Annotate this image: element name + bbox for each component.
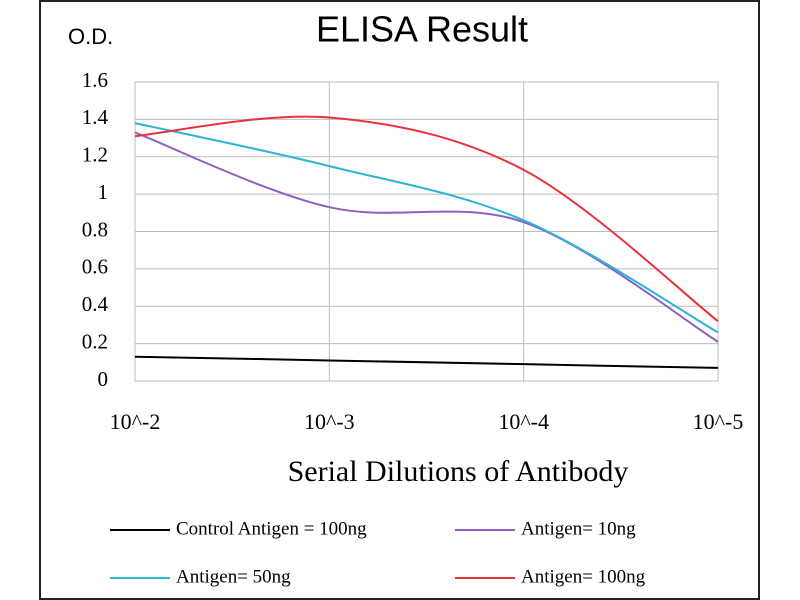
series-line bbox=[134, 122, 719, 334]
series-line bbox=[134, 355, 719, 369]
y-tick-label: 0 bbox=[98, 367, 109, 391]
x-tick-label: 10^-5 bbox=[693, 409, 744, 434]
chart-title: ELISA Result bbox=[316, 9, 528, 50]
x-axis-label: Serial Dilutions of Antibody bbox=[288, 455, 629, 488]
series-line bbox=[134, 131, 719, 343]
series-line bbox=[134, 115, 719, 322]
legend-label: Antigen= 50ng bbox=[176, 566, 291, 587]
x-tick-label: 10^-2 bbox=[110, 409, 161, 434]
y-tick-label: 0.8 bbox=[82, 217, 108, 241]
frame bbox=[39, 0, 760, 600]
y-axis-label: O.D. bbox=[68, 24, 113, 49]
legend-label: Antigen= 100ng bbox=[521, 566, 646, 587]
legend-label: Antigen= 10ng bbox=[521, 518, 636, 539]
y-tick-label: 1.4 bbox=[82, 105, 109, 129]
x-tick-label: 10^-3 bbox=[304, 409, 355, 434]
legend-label: Control Antigen = 100ng bbox=[176, 518, 367, 539]
x-tick-label: 10^-4 bbox=[498, 409, 549, 434]
y-tick-label: 1.6 bbox=[82, 68, 108, 92]
y-tick-label: 0.2 bbox=[82, 329, 108, 353]
y-tick-label: 0.6 bbox=[82, 255, 108, 279]
y-tick-label: 0.4 bbox=[82, 292, 109, 316]
y-tick-label: 1.2 bbox=[82, 143, 108, 167]
y-tick-label: 1 bbox=[98, 180, 109, 204]
plot-border bbox=[134, 81, 719, 382]
